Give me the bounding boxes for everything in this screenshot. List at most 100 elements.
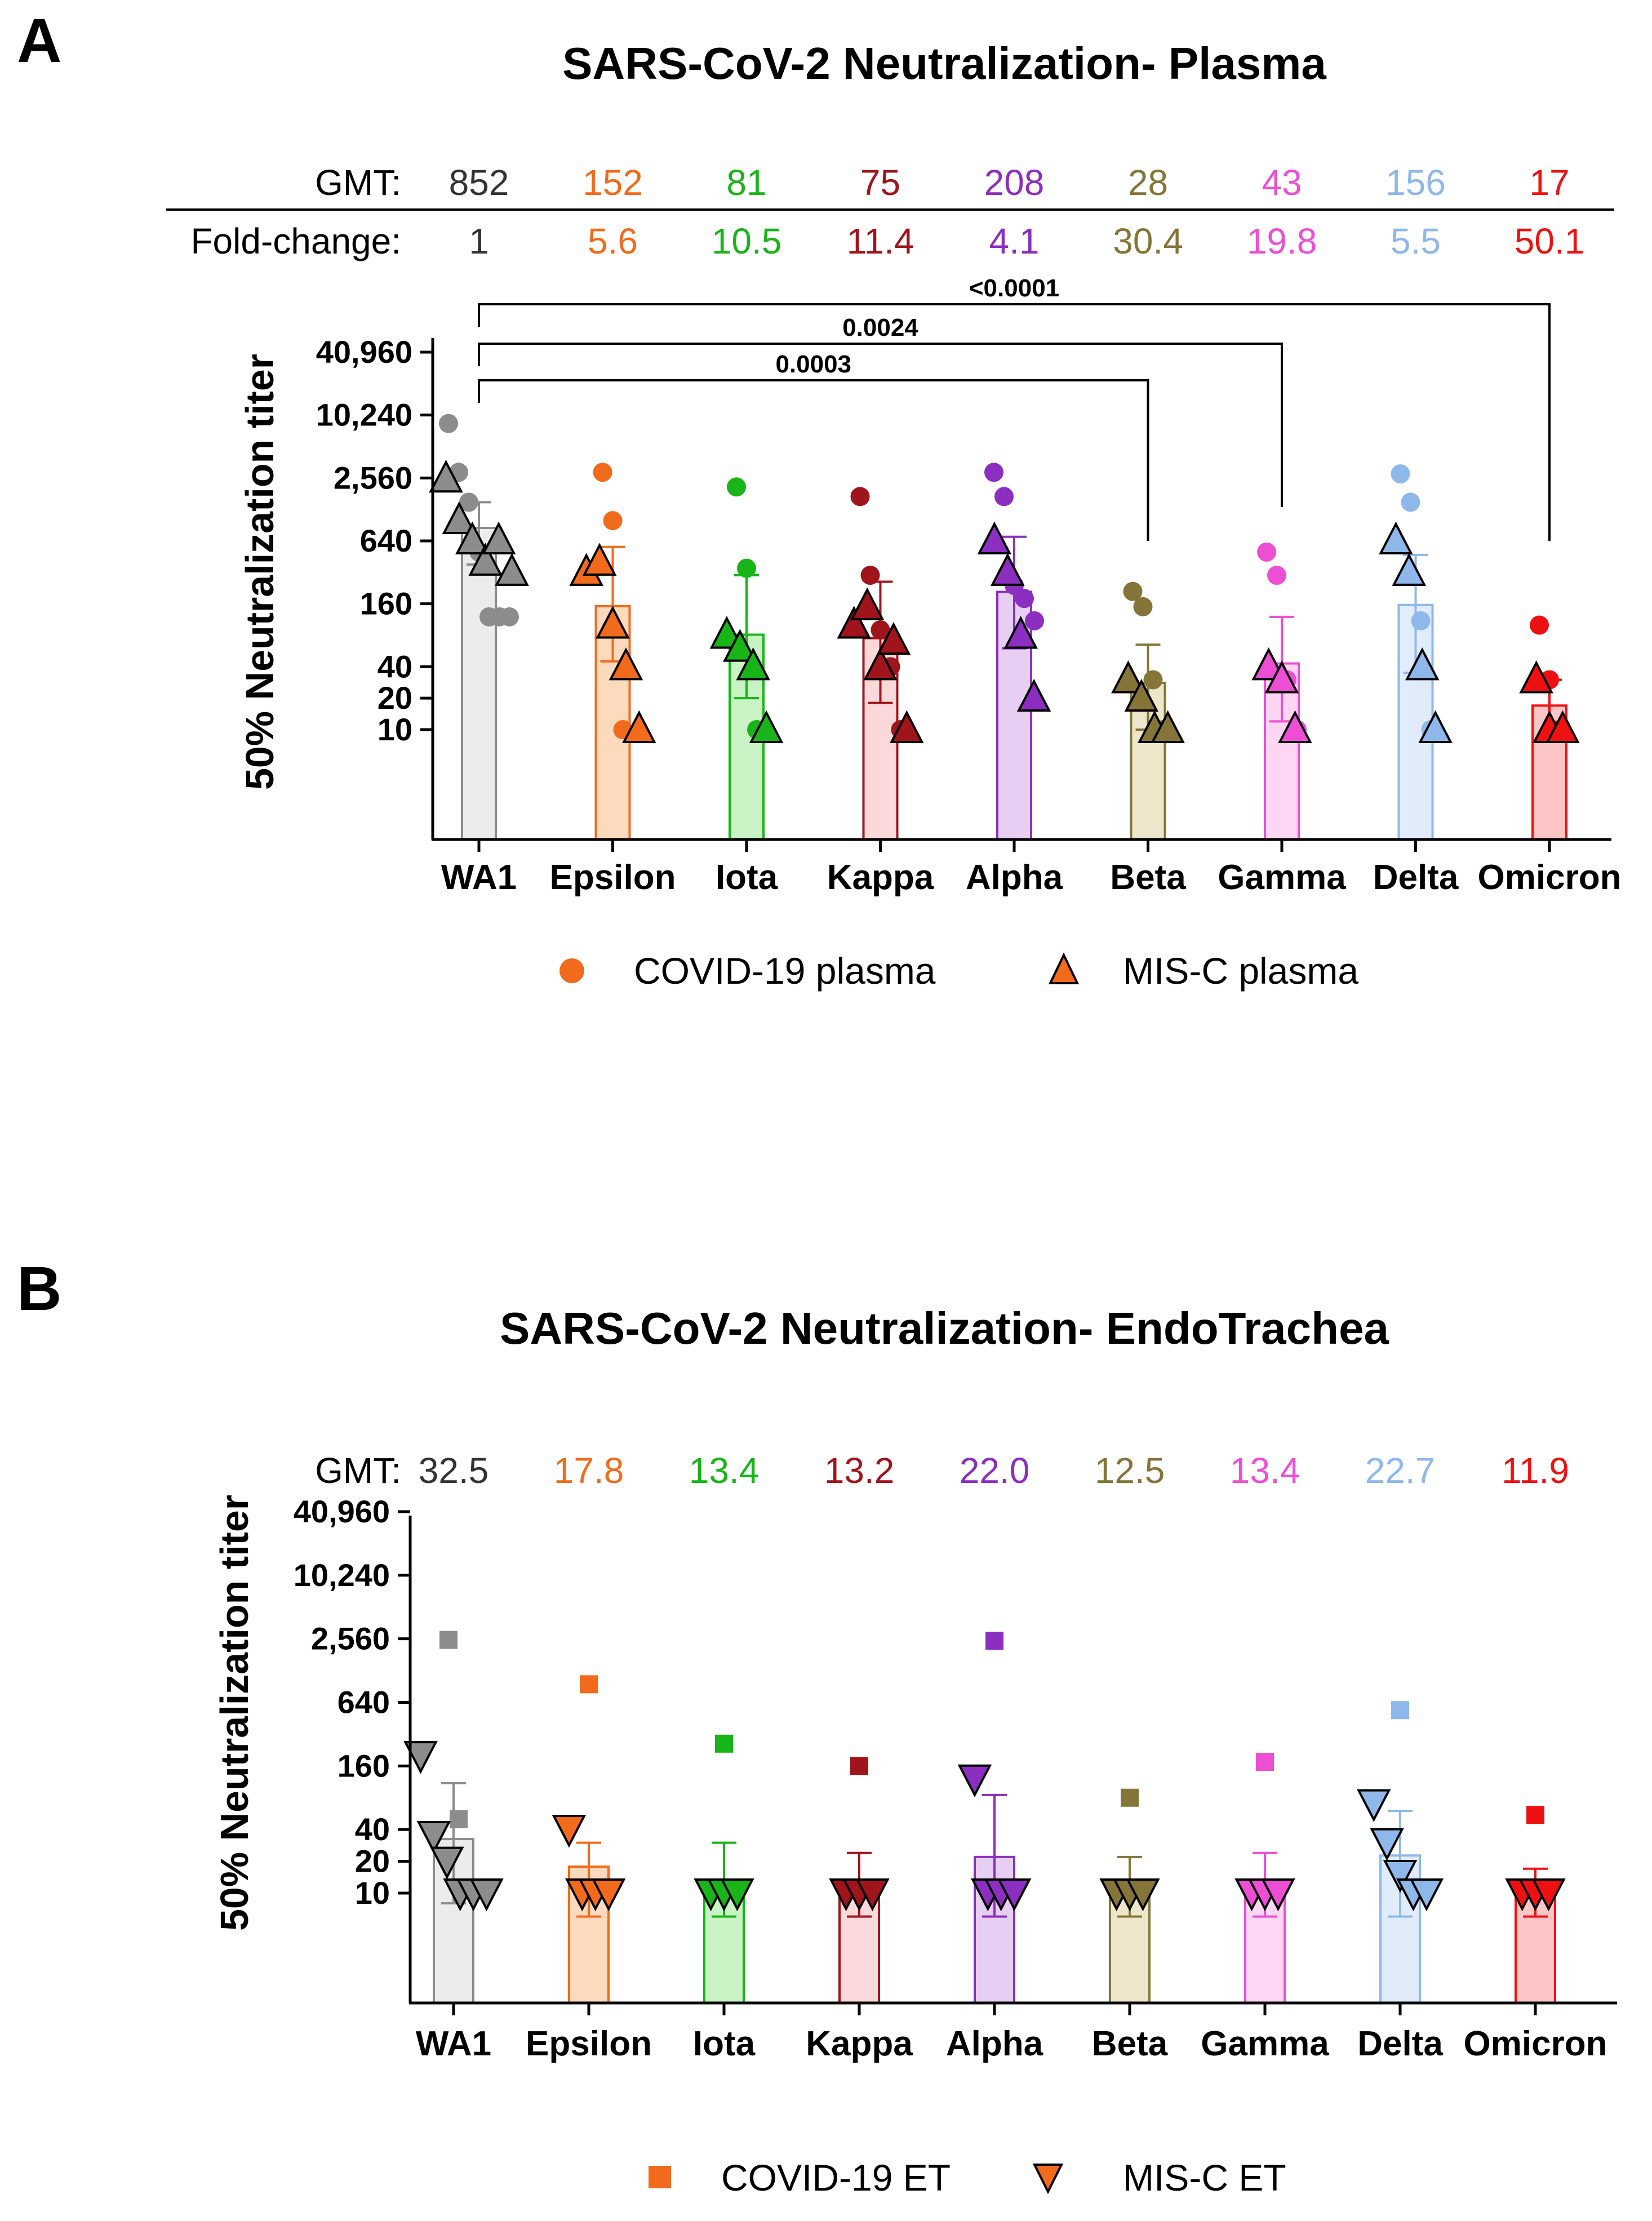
data-point-square xyxy=(985,1632,1003,1650)
data-point-triangle xyxy=(736,647,770,681)
data-point-triangle xyxy=(1379,521,1413,554)
x-tick-label: Omicron xyxy=(1478,858,1622,897)
x-tick-label: Beta xyxy=(1092,2024,1168,2063)
legend-marker-triangle-down xyxy=(1032,2164,1064,2195)
data-point-triangle-down xyxy=(416,1821,451,1854)
gmt-row: 852 152 81 75 208 28 43 156 17 xyxy=(449,162,1570,203)
fold-change-value: 50.1 xyxy=(1515,221,1585,261)
data-point-triangle xyxy=(1264,660,1299,694)
data-point-square xyxy=(1256,1753,1274,1771)
legend-marker-circle xyxy=(559,958,584,983)
significance-label: 0.0003 xyxy=(775,350,851,378)
data-point-triangle-down xyxy=(552,1815,587,1848)
data-point-triangle-down xyxy=(1261,1878,1295,1912)
data-point-triangle-down xyxy=(1409,1878,1444,1912)
gmt-value: 13.4 xyxy=(1230,1450,1300,1491)
gmt-value: 152 xyxy=(583,162,643,203)
gmt-value: 28 xyxy=(1128,162,1168,203)
y-axis-label: 50% Neutralization titer xyxy=(212,1495,256,1931)
data-point-triangle-down xyxy=(1126,1878,1160,1912)
data-point-circle xyxy=(871,620,890,640)
y-tick-label: 10,240 xyxy=(316,397,412,433)
gmt-value: 156 xyxy=(1385,162,1446,203)
data-point-circle xyxy=(439,414,458,433)
data-point-triangle-down xyxy=(1383,1859,1418,1893)
fold-change-value: 11.4 xyxy=(847,221,914,261)
data-point-triangle xyxy=(1519,660,1553,694)
chart-title: SARS-CoV-2 Neutralization- EndoTrachea xyxy=(500,1303,1389,1353)
data-point-square xyxy=(1526,1806,1544,1824)
data-point-circle xyxy=(1411,611,1431,630)
data-point-circle xyxy=(1267,566,1286,585)
fold-change-value: 1 xyxy=(469,221,489,261)
y-tick-label: 40 xyxy=(355,1811,390,1847)
data-point-triangle-down xyxy=(1356,1789,1391,1822)
gmt-value: 13.2 xyxy=(824,1450,895,1491)
data-point-triangle-down xyxy=(997,1878,1032,1912)
x-tick-label: Gamma xyxy=(1218,858,1346,897)
y-tick-label: 20 xyxy=(355,1844,390,1879)
chart-title: SARS-CoV-2 Neutralization- Plasma xyxy=(562,38,1326,88)
panel-letter: B xyxy=(17,1254,61,1323)
data-point-square xyxy=(580,1675,598,1694)
x-tick-label: Alpha xyxy=(966,858,1063,897)
y-tick-label: 2,560 xyxy=(334,460,412,495)
x-tick-label: Omicron xyxy=(1464,2024,1607,2063)
x-tick-label: Iota xyxy=(693,2024,756,2063)
fold-change-value: 19.8 xyxy=(1247,221,1317,261)
data-point-triangle xyxy=(1003,616,1038,649)
panel-b: B SARS-CoV-2 Neutralization- EndoTrachea… xyxy=(17,1254,1617,2198)
data-point-triangle xyxy=(863,647,898,681)
x-tick-label: Gamma xyxy=(1201,2024,1329,2063)
legend-marker-triangle xyxy=(1048,952,1080,984)
panel-letter: A xyxy=(17,6,61,75)
data-point-triangle xyxy=(749,710,784,743)
y-tick-label: 160 xyxy=(337,1748,390,1783)
data-point-triangle-down xyxy=(469,1878,504,1912)
data-point-triangle xyxy=(582,543,617,576)
data-point-triangle xyxy=(442,501,477,535)
misc-plasma-points xyxy=(429,459,1580,743)
gmt-label: GMT: xyxy=(315,162,401,203)
gmt-value: 17 xyxy=(1529,162,1569,203)
data-point-circle xyxy=(593,463,612,482)
data-point-triangle xyxy=(1546,710,1580,743)
data-point-triangle xyxy=(837,606,871,639)
data-point-triangle xyxy=(1016,678,1051,712)
x-tick-label: Delta xyxy=(1373,858,1459,897)
gmt-row: 32.5 17.8 13.4 13.2 22.0 12.5 13.4 22.7 11.9 xyxy=(419,1450,1569,1491)
gmt-value: 17.8 xyxy=(554,1450,624,1491)
fold-change-value: 30.4 xyxy=(1113,221,1183,261)
gmt-value: 13.4 xyxy=(689,1450,760,1491)
data-point-triangle xyxy=(609,647,643,681)
data-point-triangle-down xyxy=(1370,1828,1404,1861)
panel-a: A SARS-CoV-2 Neutralization- Plasma GMT:… xyxy=(17,6,1621,992)
x-tick-label: Beta xyxy=(1110,858,1186,897)
data-point-circle xyxy=(1391,464,1410,484)
y-tick-label: 40,960 xyxy=(294,1494,390,1529)
data-point-square xyxy=(450,1810,468,1829)
y-tick-label: 10 xyxy=(378,712,412,747)
y-axis-label: 50% Neutralization titer xyxy=(238,354,282,790)
data-point-circle xyxy=(984,463,1003,482)
data-point-square xyxy=(1121,1788,1139,1807)
x-tick-label: WA1 xyxy=(441,858,517,897)
data-point-triangle xyxy=(1405,647,1440,681)
data-point-triangle xyxy=(1278,710,1312,743)
data-point-triangle xyxy=(1392,553,1427,586)
data-point-triangle-down xyxy=(430,1846,464,1880)
legend: COVID-19 ET MIS-C ET xyxy=(649,2157,1286,2198)
data-point-triangle xyxy=(596,606,630,639)
data-point-square xyxy=(715,1734,733,1753)
y-tick-label: 640 xyxy=(360,523,412,558)
y-tick-label: 20 xyxy=(378,680,412,716)
x-tick-label: Iota xyxy=(716,858,778,897)
data-point-circle xyxy=(1143,670,1163,690)
significance-bracket xyxy=(478,343,1283,507)
legend-marker-square xyxy=(649,2166,671,2188)
data-point-circle xyxy=(1025,611,1044,630)
legend-label: COVID-19 ET xyxy=(721,2157,951,2198)
x-tick-label: Epsilon xyxy=(550,858,676,897)
data-point-circle xyxy=(850,487,870,507)
